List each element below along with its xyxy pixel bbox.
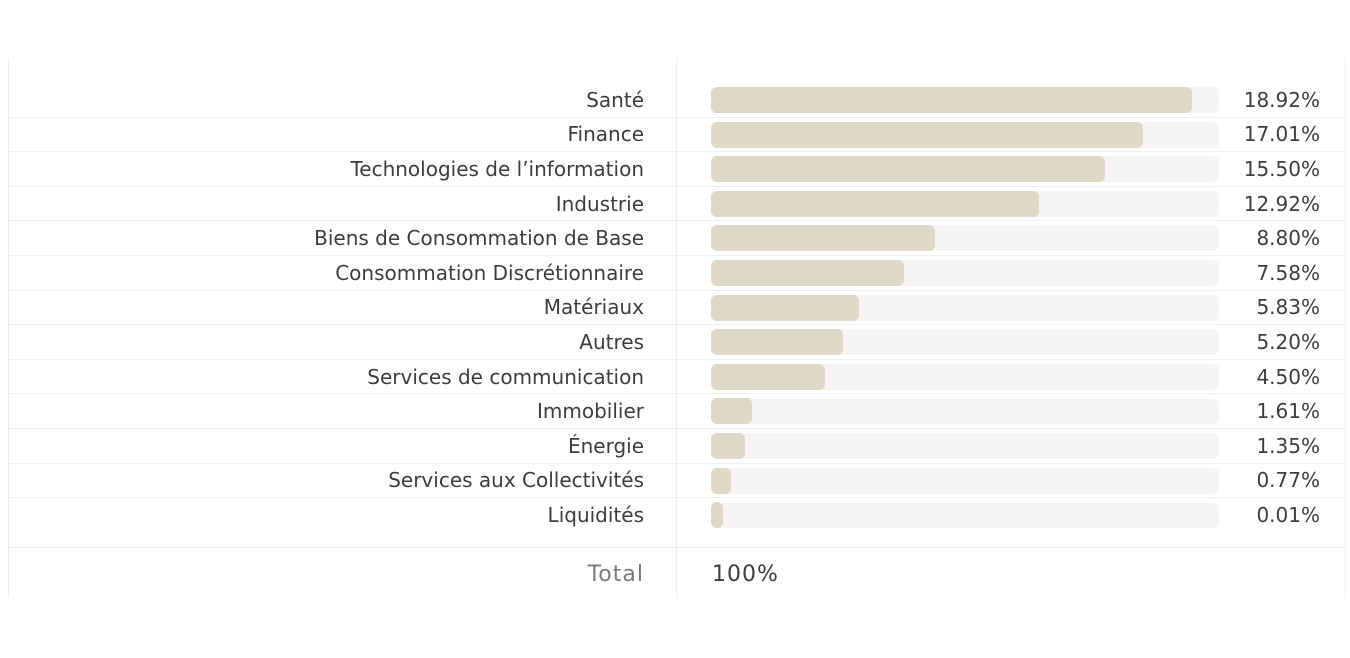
chart-panel: [8, 58, 1346, 598]
bar: [711, 467, 731, 494]
value-label: 5.20%: [1256, 329, 1320, 354]
total-separator: [8, 547, 1344, 548]
bar: [711, 294, 860, 321]
category-label: Industrie: [555, 191, 644, 216]
bar-row: Consommation Discrétionnaire 7.58%: [8, 256, 1344, 291]
bar-row: Industrie 12.92%: [8, 187, 1344, 222]
bar: [711, 398, 752, 425]
value-label: 7.58%: [1256, 260, 1320, 285]
bar-row: Biens de Consommation de Base 8.80%: [8, 221, 1344, 256]
category-label: Autres: [579, 329, 644, 354]
value-label: 4.50%: [1256, 364, 1320, 389]
bar: [711, 87, 1192, 113]
bar-row: Immobilier 1.61%: [8, 394, 1344, 429]
category-label: Biens de Consommation de Base: [314, 226, 644, 251]
total-value: 100%: [712, 562, 779, 587]
bar-track: [711, 87, 1219, 113]
bar-row: Autres 5.20%: [8, 325, 1344, 360]
bar-track: [711, 363, 1219, 390]
bar-track: [711, 190, 1219, 217]
column-divider: [676, 58, 677, 598]
category-label: Immobilier: [537, 399, 644, 424]
bar-row: Services aux Collectivités 0.77%: [8, 464, 1344, 499]
bar: [711, 121, 1144, 148]
value-label: 1.61%: [1256, 399, 1320, 424]
bar-row: Matériaux 5.83%: [8, 291, 1344, 326]
value-label: 5.83%: [1256, 295, 1320, 320]
value-label: 8.80%: [1256, 226, 1320, 251]
bar: [711, 156, 1105, 183]
value-label: 18.92%: [1243, 87, 1320, 112]
value-label: 15.50%: [1243, 156, 1320, 181]
bar: [711, 432, 746, 459]
value-label: 12.92%: [1243, 191, 1320, 216]
bar-row: Liquidités 0.01%: [8, 498, 1344, 533]
category-label: Matériaux: [543, 295, 644, 320]
bar: [711, 259, 904, 286]
bar: [711, 502, 723, 529]
category-label: Technologies de l’information: [350, 156, 644, 181]
bar-track: [711, 432, 1219, 459]
bar: [711, 363, 826, 390]
total-label: Total: [587, 562, 644, 587]
category-label: Liquidités: [547, 503, 644, 528]
bar-track: [711, 225, 1219, 252]
bar: [711, 329, 844, 356]
bar-row: Énergie 1.35%: [8, 429, 1344, 464]
category-label: Énergie: [567, 433, 644, 458]
value-label: 1.35%: [1256, 433, 1320, 458]
bar-row: Technologies de l’information 15.50%: [8, 152, 1344, 187]
bar-track: [711, 294, 1219, 321]
value-label: 0.01%: [1256, 503, 1320, 528]
bar-track: [711, 467, 1219, 494]
bar-track: [711, 398, 1219, 425]
bar-row: Finance 17.01%: [8, 118, 1344, 153]
value-label: 17.01%: [1243, 122, 1320, 147]
bar-track: [711, 121, 1219, 148]
category-label: Finance: [567, 122, 644, 147]
bar: [711, 225, 935, 252]
bar-track: [711, 156, 1219, 183]
category-label: Services de communication: [367, 364, 644, 389]
value-label: 0.77%: [1256, 468, 1320, 493]
bar-chart: Santé 18.92% Finance 17.01% Technologies de …: [8, 83, 1344, 533]
category-label: Santé: [586, 87, 644, 112]
bar-track: [711, 329, 1219, 356]
bar-row: Santé 18.92%: [8, 83, 1344, 118]
bar-track: [711, 502, 1219, 529]
category-label: Consommation Discrétionnaire: [335, 260, 644, 285]
bar-row: Services de communication 4.50%: [8, 360, 1344, 395]
bar-track: [711, 259, 1219, 286]
bar: [711, 190, 1040, 217]
category-label: Services aux Collectivités: [388, 468, 644, 493]
